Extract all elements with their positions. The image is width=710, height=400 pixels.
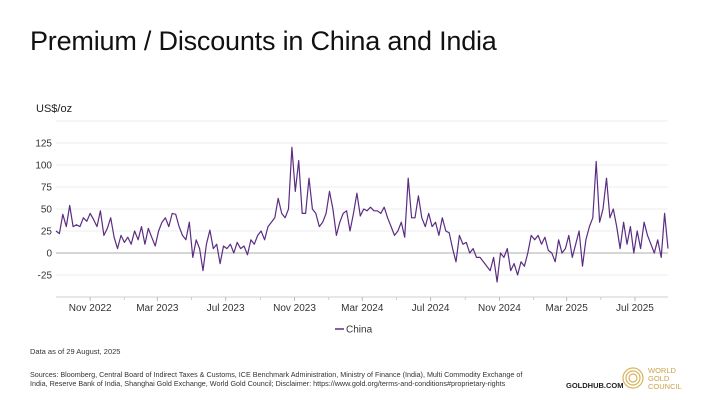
x-tick-label: Mar 2024 bbox=[341, 303, 384, 314]
y-tick-label: 25 bbox=[41, 227, 53, 238]
x-tick-label: Jul 2023 bbox=[207, 303, 245, 314]
line-chart: -25 0 25 50 75 100 125 Nov 2022 Mar 2023 Jul 2023… bbox=[35, 120, 669, 336]
x-tick-label: Nov 2024 bbox=[478, 303, 521, 314]
x-tick-label: Nov 2022 bbox=[69, 303, 112, 314]
x-tick-label: Mar 2023 bbox=[136, 303, 179, 314]
logo-text-line: GOLD bbox=[648, 374, 670, 383]
chart-title: Premium / Discounts in China and India bbox=[30, 26, 497, 56]
legend-label: China bbox=[346, 325, 373, 336]
x-tick-label: Nov 2023 bbox=[273, 303, 316, 314]
logo-text: WORLD GOLD COUNCIL bbox=[648, 367, 682, 391]
goldhub-link[interactable]: GOLDHUB.COM bbox=[566, 381, 624, 390]
world-gold-council-logo-icon bbox=[622, 367, 644, 389]
y-tick-label: 50 bbox=[41, 205, 53, 216]
y-tick-label: 125 bbox=[35, 139, 52, 150]
y-tick-label: 0 bbox=[46, 249, 52, 260]
series-line-china bbox=[55, 146, 669, 283]
y-axis-label: US$/oz bbox=[36, 103, 73, 115]
logo-text-line: COUNCIL bbox=[648, 382, 682, 391]
data-as-of-note: Data as of 29 August, 2025 bbox=[30, 347, 121, 356]
y-tick-label: 75 bbox=[41, 183, 53, 194]
logo-text-line: WORLD bbox=[648, 366, 676, 375]
x-tick-label: Jul 2024 bbox=[412, 303, 450, 314]
y-tick-label: 100 bbox=[35, 161, 52, 172]
x-tick-label: Jul 2025 bbox=[616, 303, 654, 314]
sources-note: Sources: Bloomberg, Central Board of Ind… bbox=[30, 370, 523, 388]
x-tick-label: Mar 2025 bbox=[546, 303, 589, 314]
y-tick-label: -25 bbox=[38, 271, 53, 282]
